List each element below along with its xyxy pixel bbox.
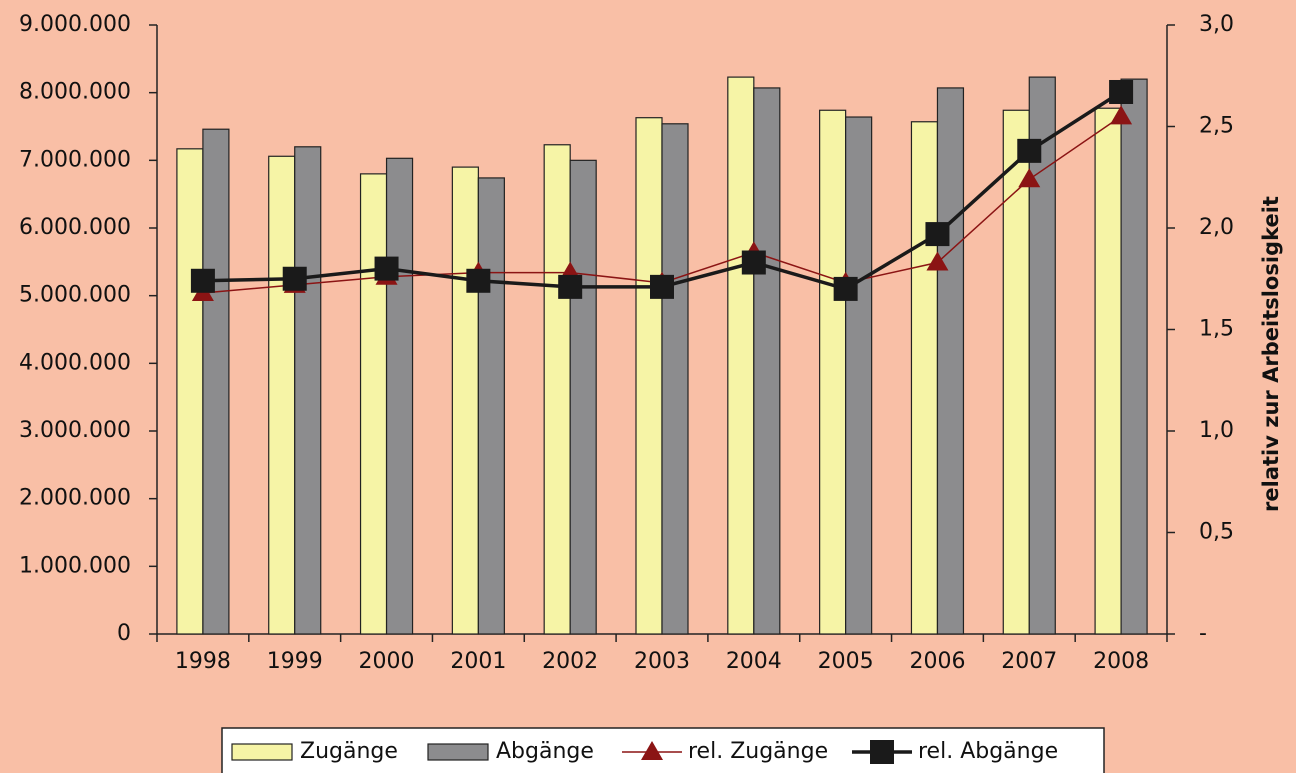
x-tick-label: 2008 (1093, 649, 1149, 674)
square-marker (282, 266, 307, 291)
y-tick-label: 1.000.000 (19, 553, 131, 578)
bar (1094, 107, 1122, 635)
bar (176, 148, 204, 635)
bar (1120, 78, 1148, 635)
y-tick-label: 9.000.000 (19, 12, 131, 37)
bar (635, 117, 663, 635)
legend-label: rel. Abgänge (918, 739, 1058, 764)
y-tick-label: 8.000.000 (19, 80, 131, 105)
y2-tick-label: 1,5 (1199, 317, 1234, 342)
bar (451, 166, 479, 635)
x-tick-label: 2001 (450, 649, 506, 674)
legend-marker (641, 741, 663, 760)
bar (569, 159, 597, 635)
bar (385, 157, 414, 635)
triangle-marker (1018, 168, 1041, 188)
legend-marker (870, 740, 894, 764)
bar (910, 121, 939, 635)
square-marker (833, 276, 858, 301)
x-tick-label: 1999 (267, 649, 323, 674)
square-marker (650, 274, 674, 299)
bar (359, 173, 388, 635)
x-tick-label: 2006 (909, 649, 965, 674)
x-tick-label: 2002 (542, 649, 598, 674)
legend-label: Abgänge (496, 739, 594, 764)
legend-label: Zugänge (300, 739, 398, 764)
y-tick-label: 0 (117, 621, 131, 646)
y-tick-label: 4.000.000 (19, 350, 131, 375)
y2-tick-label: - (1199, 621, 1207, 646)
y-tick-label: 6.000.000 (19, 215, 131, 240)
x-tick-label: 2000 (359, 649, 415, 674)
bar (543, 144, 571, 635)
square-marker (1109, 79, 1134, 104)
bar (753, 87, 781, 635)
legend-box (221, 727, 1105, 773)
x-tick-label: 2007 (1001, 649, 1057, 674)
square-marker (558, 274, 583, 299)
square-marker (1017, 138, 1042, 163)
bar (936, 87, 965, 635)
bar (477, 177, 505, 635)
bar (294, 146, 322, 635)
legend-swatch (427, 743, 489, 761)
square-marker (741, 250, 766, 275)
bar (727, 76, 755, 635)
y-tick-label: 5.000.000 (19, 283, 131, 308)
square-marker (466, 268, 491, 293)
x-tick-label: 2003 (634, 649, 690, 674)
y2-tick-label: 3,0 (1199, 12, 1234, 37)
y2-tick-label: 2,0 (1199, 215, 1234, 240)
y2-tick-label: 2,5 (1199, 114, 1234, 139)
bar (819, 109, 847, 635)
triangle-marker (926, 251, 949, 271)
legend-swatch (231, 743, 293, 761)
y-tick-label: 7.000.000 (19, 147, 131, 172)
y-tick-label: 3.000.000 (19, 418, 131, 443)
square-marker (190, 268, 215, 293)
y-tick-label: 2.000.000 (19, 486, 131, 511)
x-tick-label: 1998 (175, 649, 231, 674)
bar (202, 128, 230, 635)
legend-label: rel. Zugänge (688, 739, 828, 764)
y2-tick-label: 1,0 (1199, 418, 1234, 443)
square-marker (925, 222, 950, 247)
bar (1002, 109, 1030, 635)
bar (845, 116, 873, 635)
square-marker (374, 256, 399, 281)
bar (661, 123, 689, 635)
y2-axis-title: relativ zur Arbeitslosigkeit (1259, 196, 1283, 512)
y2-tick-label: 0,5 (1199, 520, 1234, 545)
x-tick-label: 2004 (726, 649, 782, 674)
x-tick-label: 2005 (818, 649, 874, 674)
triangle-marker (1110, 105, 1133, 125)
bar (268, 155, 296, 635)
